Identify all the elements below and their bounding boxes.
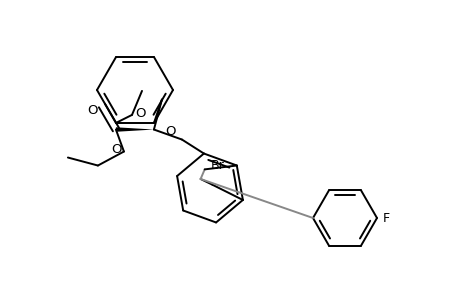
Text: F: F bbox=[382, 212, 389, 224]
Text: O: O bbox=[134, 107, 145, 120]
Text: O: O bbox=[111, 142, 122, 155]
Text: O: O bbox=[87, 103, 98, 116]
Polygon shape bbox=[116, 127, 154, 132]
Text: Br: Br bbox=[210, 159, 224, 172]
Text: O: O bbox=[165, 124, 175, 137]
